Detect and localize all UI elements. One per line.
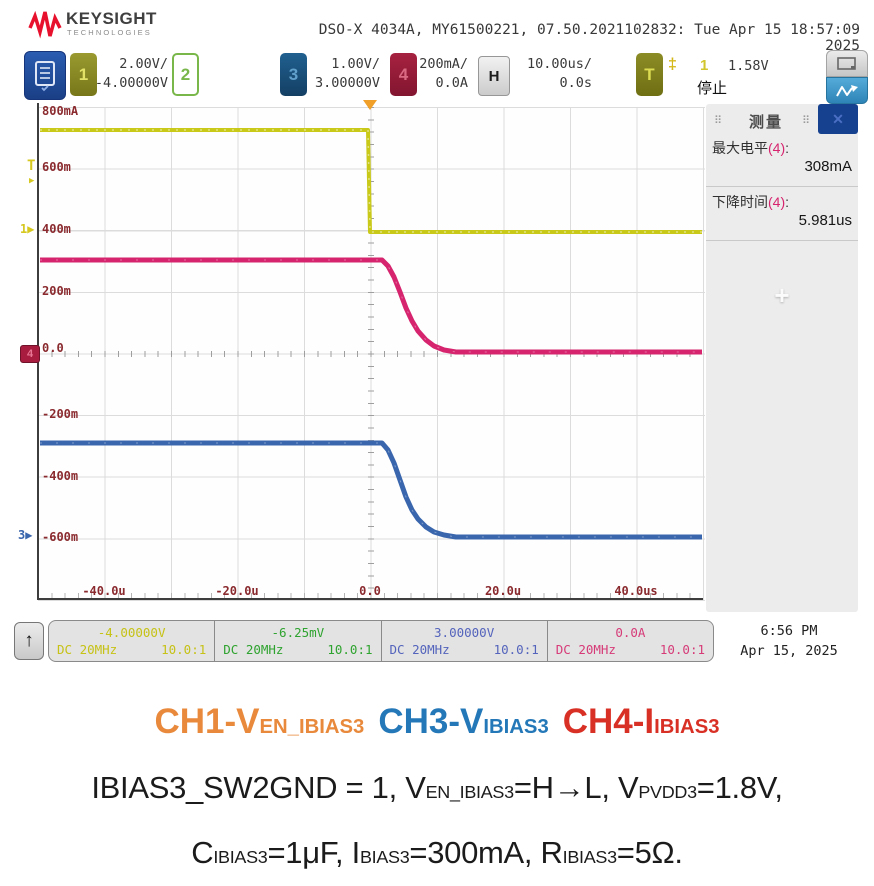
trigger-button[interactable]: T bbox=[636, 53, 663, 96]
channel4-status[interactable]: 0.0A DC 20MHz 10.0:1 bbox=[546, 621, 713, 661]
trace-legend: CH1-VEN_IBIAS3 CH3-VIBIAS3 CH4-IIBIAS3 bbox=[0, 702, 874, 742]
menu-list-icon bbox=[35, 60, 55, 91]
measurement-value: 308mA bbox=[804, 158, 852, 175]
measurement-panel-title: 测量 bbox=[748, 114, 783, 131]
add-measurement-button[interactable]: + bbox=[774, 280, 790, 310]
waveform-arrow-icon bbox=[836, 84, 858, 96]
channel2-status[interactable]: -6.25mV DC 20MHz 10.0:1 bbox=[214, 621, 380, 661]
y-label: 400m bbox=[42, 222, 71, 236]
divider bbox=[706, 240, 858, 241]
channel4-offset: 0.0A bbox=[435, 75, 468, 91]
measurement-row[interactable]: 下降时间(4): 5.981us bbox=[712, 194, 852, 229]
y-label: 600m bbox=[42, 160, 71, 174]
y-label: 0.0 bbox=[42, 341, 64, 355]
trigger-slope-icon: ‡ bbox=[668, 56, 677, 73]
channel3-offset: 3.00000V bbox=[314, 75, 380, 91]
channel1-scale: 2.00V/ bbox=[119, 56, 168, 72]
legend-ch1: CH1-VEN_IBIAS3 bbox=[154, 702, 365, 741]
date: Apr 15, 2025 bbox=[740, 643, 838, 659]
measurement-value: 5.981us bbox=[798, 212, 852, 229]
acquisition-status: 停止 bbox=[696, 80, 727, 97]
channel-status-bar: -4.00000V DC 20MHz 10.0:1 -6.25mV DC 20M… bbox=[48, 620, 714, 662]
trigger-level: 1.58V bbox=[728, 58, 769, 74]
channel3-status[interactable]: 3.00000V DC 20MHz 10.0:1 bbox=[380, 621, 547, 661]
main-menu-button[interactable] bbox=[24, 51, 66, 100]
close-icon: ✕ bbox=[832, 110, 844, 127]
drag-handle-icon[interactable]: ⠿ bbox=[802, 115, 811, 127]
y-label: -400m bbox=[42, 469, 79, 483]
channel4-button[interactable]: 4 bbox=[390, 53, 417, 96]
channel3-ground-marker[interactable]: 3▶ bbox=[18, 528, 33, 542]
y-label: 200m bbox=[42, 284, 71, 298]
horizontal-settings[interactable]: 10.00us/ 0.0s bbox=[512, 55, 592, 93]
horizontal-button[interactable]: H bbox=[478, 56, 510, 96]
channel1-button[interactable]: 1 bbox=[70, 53, 97, 96]
screenshot-button[interactable] bbox=[826, 50, 868, 77]
measurement-row[interactable]: 最大电平(4): 308mA bbox=[712, 140, 852, 175]
channel4-settings[interactable]: 200mA/ 0.0A bbox=[400, 55, 468, 93]
up-arrow-icon: ↑ bbox=[24, 630, 34, 651]
clock-display: 6:56 PM Apr 15, 2025 bbox=[728, 621, 850, 661]
x-label: 20.0u bbox=[484, 584, 522, 598]
display-rect-icon bbox=[837, 56, 856, 70]
x-axis-line bbox=[38, 598, 703, 600]
time: 6:56 PM bbox=[760, 623, 818, 639]
drag-handle-icon[interactable]: ⠿ bbox=[714, 115, 723, 127]
timebase-delay: 0.0s bbox=[559, 75, 592, 91]
center-vertical-ticks bbox=[368, 107, 374, 600]
x-label: -20.0u bbox=[215, 584, 259, 598]
y-label: -200m bbox=[42, 407, 79, 421]
caption-conditions-line1: IBIAS3_SW2GND = 1, VEN_IBIAS3=H→L, VPVDD… bbox=[91, 770, 783, 805]
close-panel-button[interactable]: ✕ bbox=[818, 104, 858, 134]
timebase-scale: 10.00us/ bbox=[526, 56, 592, 72]
channel3-settings[interactable]: 1.00V/ 3.00000V bbox=[300, 55, 380, 93]
right-arrow-icon: ▶ bbox=[25, 528, 33, 542]
channel2-button[interactable]: 2 bbox=[172, 53, 199, 96]
brand-subtitle: TECHNOLOGIES bbox=[67, 28, 152, 37]
trigger-level-marker[interactable]: T bbox=[27, 158, 36, 174]
keysight-logo-icon bbox=[28, 10, 62, 39]
legend-ch3: CH3-VIBIAS3 bbox=[378, 702, 549, 741]
x-label: -40.0u bbox=[82, 584, 126, 598]
legend-ch4: CH4-IIBIAS3 bbox=[562, 702, 720, 741]
autoscale-button[interactable] bbox=[826, 77, 868, 104]
divider bbox=[706, 186, 858, 187]
caption-conditions-line2: CIBIAS3=1μF, IBIAS3=300mA, RIBIAS3=5Ω. bbox=[191, 835, 683, 870]
x-label: 40.0us bbox=[614, 584, 658, 598]
trigger-source: 1 bbox=[700, 57, 709, 74]
channel1-ground-marker[interactable]: 1▶ bbox=[20, 222, 35, 236]
channel1-status[interactable]: -4.00000V DC 20MHz 10.0:1 bbox=[57, 625, 207, 657]
channel4-scale: 200mA/ bbox=[419, 56, 468, 72]
y-label: -600m bbox=[42, 530, 79, 544]
brand-name: KEYSIGHT bbox=[66, 9, 157, 28]
trigger-level-arrow-icon: ▶ bbox=[29, 176, 35, 186]
channel1-offset: -4.00000V bbox=[94, 75, 168, 91]
y-label: 800mA bbox=[42, 104, 79, 118]
channel3-button[interactable]: 3 bbox=[280, 53, 307, 96]
channel1-settings[interactable]: 2.00V/ -4.00000V bbox=[88, 55, 168, 93]
channel3-scale: 1.00V/ bbox=[331, 56, 380, 72]
bottom-edge-ticks bbox=[38, 593, 703, 599]
channel4-ground-marker[interactable]: 4 bbox=[20, 345, 40, 363]
expand-statusbar-button[interactable]: ↑ bbox=[14, 622, 44, 660]
instrument-id-title: DSO-X 4034A, MY61500221, 07.50.202110283… bbox=[318, 22, 860, 54]
x-label: 0.0 bbox=[359, 584, 381, 598]
right-arrow-icon: ▶ bbox=[27, 222, 35, 236]
measurement-panel: ⠿ 测量 ⠿ ✕ 最大电平(4): 308mA 下降时间(4): 5.981us… bbox=[706, 104, 858, 612]
